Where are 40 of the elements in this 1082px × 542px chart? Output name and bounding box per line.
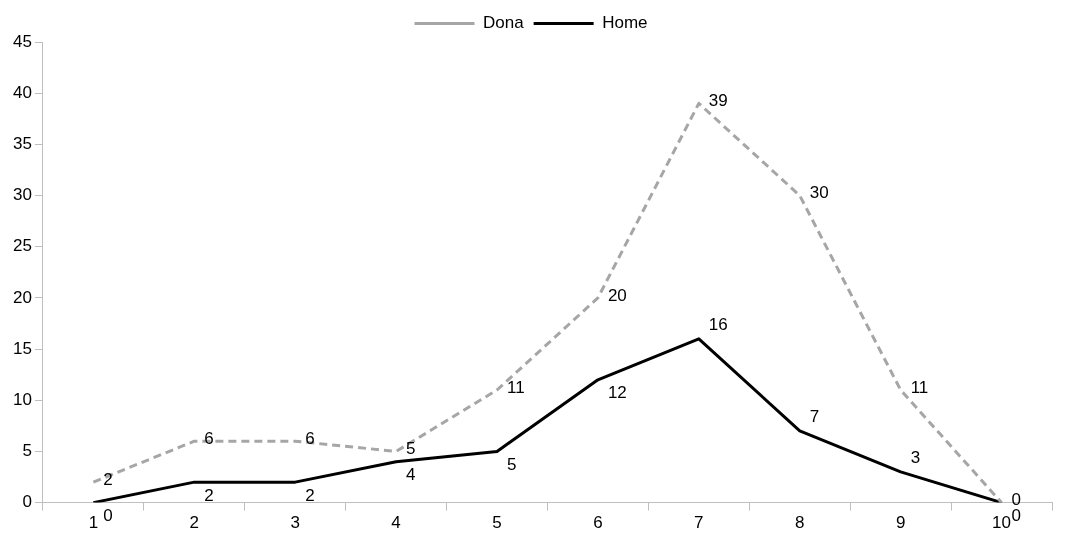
y-tick-label: 20 <box>12 287 32 307</box>
y-tick-label: 35 <box>12 134 32 154</box>
data-label: 0 <box>103 506 113 526</box>
data-label: 6 <box>305 428 315 448</box>
y-tick-label: 0 <box>22 492 32 512</box>
legend-label: Dona <box>483 13 525 33</box>
data-label: 5 <box>406 439 416 459</box>
x-tick-label: 10 <box>992 513 1012 533</box>
data-label: 3 <box>910 447 921 467</box>
y-tick-label: 25 <box>12 236 32 256</box>
data-label: 6 <box>204 428 214 448</box>
data-label: 12 <box>607 383 627 403</box>
y-tick-label: 15 <box>12 338 32 358</box>
data-label: 11 <box>507 377 525 397</box>
data-label: 30 <box>809 183 829 203</box>
y-tick-label: 45 <box>12 31 32 51</box>
x-tick-label: 2 <box>189 513 200 533</box>
y-tick-label: 30 <box>12 185 32 205</box>
y-tick-label: 10 <box>12 389 32 409</box>
data-label: 39 <box>708 91 728 111</box>
legend-label: Home <box>602 13 648 33</box>
y-tick-label: 40 <box>12 82 32 102</box>
x-tick-label: 3 <box>290 513 300 533</box>
data-label: 5 <box>507 455 517 475</box>
data-label: 11 <box>910 377 929 397</box>
x-tick-label: 6 <box>593 513 603 533</box>
x-tick-label: 4 <box>391 513 401 533</box>
data-label: 2 <box>305 485 315 505</box>
data-label: 20 <box>607 285 627 305</box>
x-tick-label: 8 <box>794 513 805 533</box>
data-label: 16 <box>708 314 728 334</box>
y-tick-label: 5 <box>22 441 32 461</box>
x-tick-label: 1 <box>88 513 99 533</box>
data-label: 4 <box>406 465 416 485</box>
x-tick-label: 7 <box>694 513 704 533</box>
x-tick-label: 9 <box>895 513 906 533</box>
data-label: 2 <box>204 485 214 505</box>
data-label: 7 <box>809 406 820 426</box>
data-label: 2 <box>103 469 113 489</box>
x-tick-label: 5 <box>492 513 502 533</box>
